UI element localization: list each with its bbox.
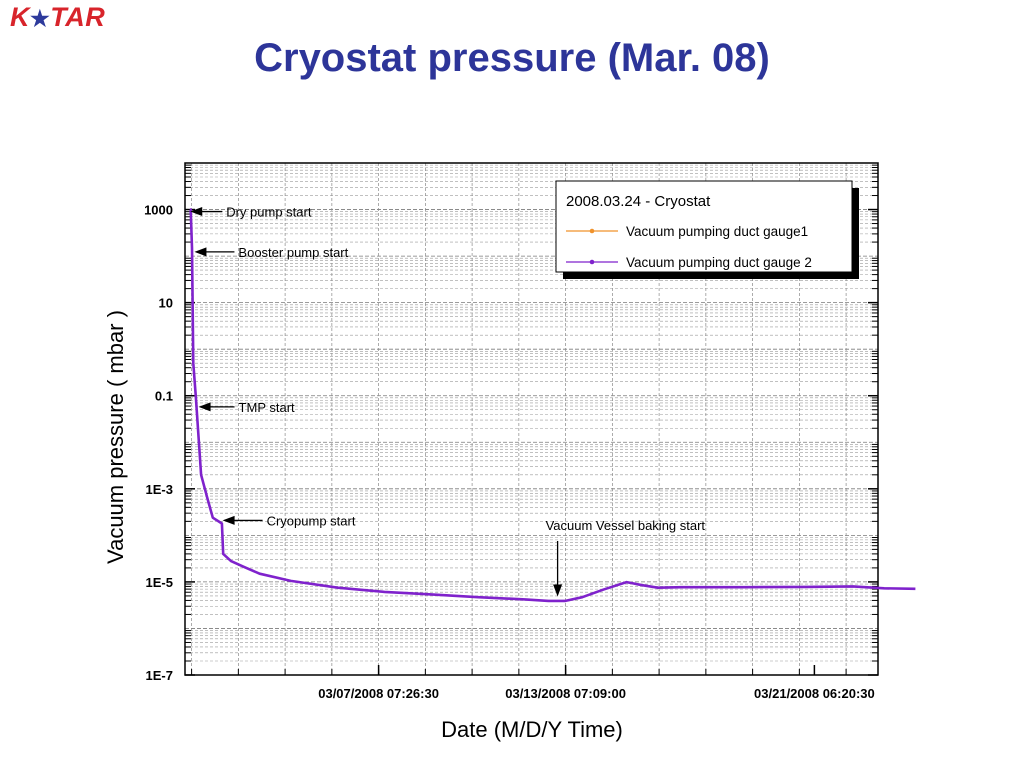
x-tick-label: 03/13/2008 07:09:00: [505, 686, 626, 701]
y-tick-label: 1E-5: [146, 575, 173, 590]
tmp-label: TMP start: [239, 400, 295, 415]
series-line-gauge-2: [189, 208, 916, 603]
booster-pump-arrow-head: [194, 247, 207, 257]
baking-label: Vacuum Vessel baking start: [546, 518, 706, 533]
slide-title: Cryostat pressure (Mar. 08): [254, 36, 770, 80]
legend-entry-label: Vacuum pumping duct gauge1: [626, 224, 808, 239]
y-axis-label: Vacuum pressure ( mbar ): [103, 310, 128, 564]
dry-pump-arrow-head: [190, 207, 203, 217]
cryopump-arrow-head: [222, 515, 235, 525]
legend-swatch-marker: [589, 228, 595, 234]
booster-pump-label: Booster pump start: [238, 245, 348, 260]
plot-frame: [184, 162, 879, 676]
y-tick-label: 1E-3: [146, 482, 173, 497]
x-tick-label: 03/07/2008 07:26:30: [318, 686, 439, 701]
legend-title: 2008.03.24 - Cryostat: [566, 193, 711, 210]
legend-box: [555, 180, 853, 273]
kstar-logo: K★TAR: [10, 2, 106, 32]
y-tick-label: 0.1: [155, 389, 173, 404]
y-tick-label: 10: [159, 296, 173, 311]
cryopump-label: Cryopump start: [267, 513, 356, 528]
x-axis-label: Date (M/D/Y Time): [441, 717, 623, 742]
baking-arrow-head: [553, 584, 563, 597]
legend-swatch-marker: [589, 259, 595, 265]
dry-pump-label: Dry pump start: [226, 205, 312, 220]
star-icon: ★: [30, 6, 51, 31]
legend-entry-label: Vacuum pumping duct gauge 2: [626, 255, 812, 270]
y-tick-label: 1E-7: [146, 668, 173, 683]
y-tick-label: 1000: [144, 203, 173, 218]
x-tick-label: 03/21/2008 06:20:30: [754, 686, 875, 701]
tmp-arrow-head: [198, 402, 211, 412]
